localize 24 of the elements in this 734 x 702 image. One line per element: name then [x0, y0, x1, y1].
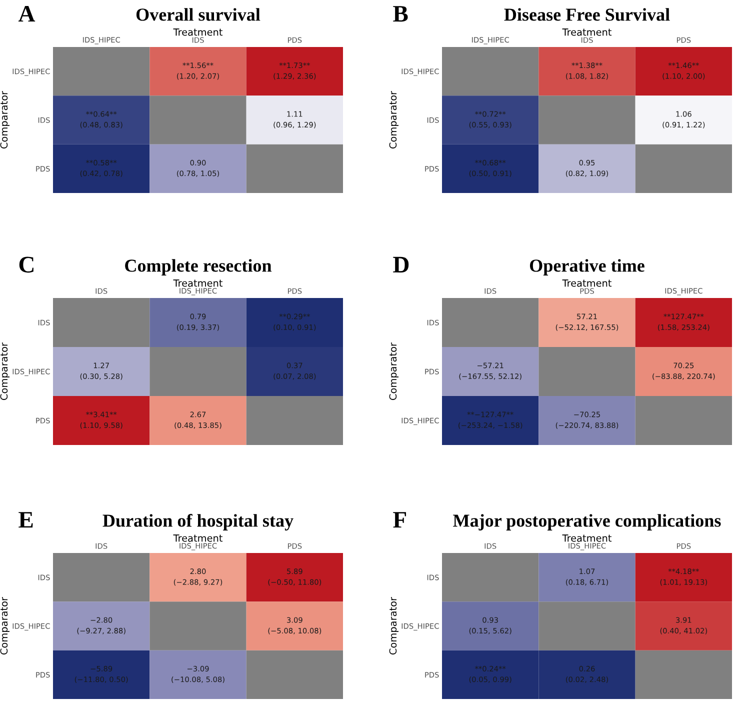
text: C — [19, 256, 34, 273]
x-axis-title: Treatment — [173, 280, 222, 287]
x-axis-title: Treatment — [562, 28, 612, 36]
chart-title: Overall survival — [136, 8, 260, 21]
x-axis-title: Treatment — [173, 534, 222, 542]
y-axis-title: Comparator — [389, 342, 398, 400]
x-axis-title: Treatment — [562, 534, 612, 542]
y-axis-title: Comparator — [0, 90, 10, 148]
y-axis-title: Comparator — [0, 342, 10, 400]
text: A — [18, 6, 36, 22]
y-axis-title: Comparator — [389, 90, 398, 148]
chart-title: Major postoperative complications — [453, 514, 721, 530]
text: D — [393, 256, 409, 272]
x-axis-title: Treatment — [173, 28, 222, 36]
chart-title: Complete resection — [125, 259, 272, 276]
y-axis-title: Comparator — [0, 596, 10, 654]
text: B — [393, 6, 408, 22]
x-axis-title: Treatment — [562, 280, 612, 287]
chart-title: Duration of hospital stay — [102, 514, 294, 531]
text: E — [18, 512, 33, 528]
chart-title: Operative time — [530, 259, 644, 276]
chart-title: Disease Free Survival — [504, 8, 670, 21]
y-axis-title: Comparator — [389, 596, 398, 654]
text: F — [393, 512, 406, 528]
